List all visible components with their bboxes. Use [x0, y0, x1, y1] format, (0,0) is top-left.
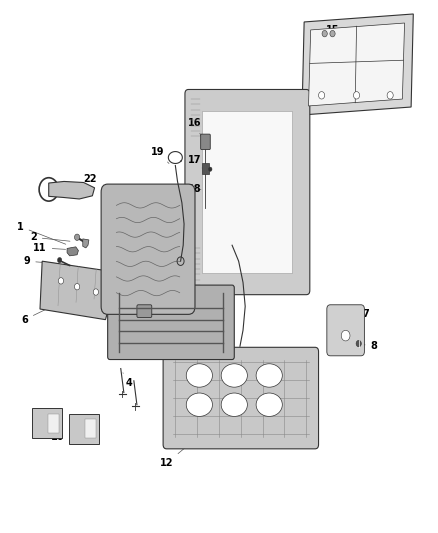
Text: 19: 19: [151, 147, 169, 164]
Circle shape: [57, 257, 62, 263]
FancyBboxPatch shape: [69, 414, 99, 443]
FancyBboxPatch shape: [108, 285, 234, 360]
FancyBboxPatch shape: [202, 164, 209, 174]
Text: 9: 9: [24, 256, 59, 266]
Text: 1: 1: [17, 222, 66, 244]
Text: 2: 2: [30, 232, 70, 243]
Ellipse shape: [221, 393, 247, 416]
Circle shape: [330, 30, 335, 37]
Text: 6: 6: [21, 305, 55, 325]
Ellipse shape: [186, 364, 212, 387]
Circle shape: [74, 284, 80, 290]
Text: 13: 13: [152, 309, 173, 319]
Polygon shape: [67, 247, 78, 256]
Circle shape: [387, 92, 393, 99]
Text: 12: 12: [160, 436, 199, 468]
Text: 24: 24: [221, 256, 239, 272]
Ellipse shape: [221, 364, 247, 387]
Polygon shape: [308, 23, 405, 106]
Circle shape: [74, 234, 80, 240]
Ellipse shape: [256, 393, 283, 416]
Circle shape: [318, 92, 325, 99]
Polygon shape: [49, 181, 95, 199]
Circle shape: [322, 30, 327, 37]
Ellipse shape: [186, 393, 212, 416]
Text: 16: 16: [188, 118, 202, 139]
Text: 4: 4: [123, 373, 133, 389]
FancyBboxPatch shape: [201, 134, 210, 150]
FancyBboxPatch shape: [185, 90, 310, 295]
Circle shape: [208, 167, 212, 171]
FancyBboxPatch shape: [327, 305, 364, 356]
FancyBboxPatch shape: [85, 419, 96, 438]
FancyBboxPatch shape: [32, 408, 62, 438]
Text: 8: 8: [359, 341, 378, 351]
Circle shape: [341, 330, 350, 341]
FancyBboxPatch shape: [101, 184, 195, 314]
FancyBboxPatch shape: [163, 348, 318, 449]
Polygon shape: [40, 261, 114, 320]
Text: 7: 7: [344, 309, 369, 324]
Text: 22: 22: [83, 174, 97, 190]
Text: 17: 17: [188, 155, 204, 169]
Polygon shape: [83, 239, 89, 248]
Polygon shape: [302, 14, 413, 115]
Circle shape: [356, 341, 361, 347]
Text: 15: 15: [326, 25, 348, 44]
Text: 10: 10: [51, 427, 74, 442]
Circle shape: [93, 289, 99, 295]
Ellipse shape: [256, 364, 283, 387]
Text: 3: 3: [160, 267, 174, 280]
Text: 18: 18: [188, 184, 202, 195]
FancyBboxPatch shape: [202, 111, 292, 273]
Circle shape: [353, 92, 360, 99]
FancyBboxPatch shape: [137, 305, 152, 318]
Circle shape: [58, 278, 64, 284]
FancyBboxPatch shape: [48, 414, 59, 433]
Text: 21: 21: [112, 203, 130, 220]
Text: 11: 11: [33, 243, 66, 253]
